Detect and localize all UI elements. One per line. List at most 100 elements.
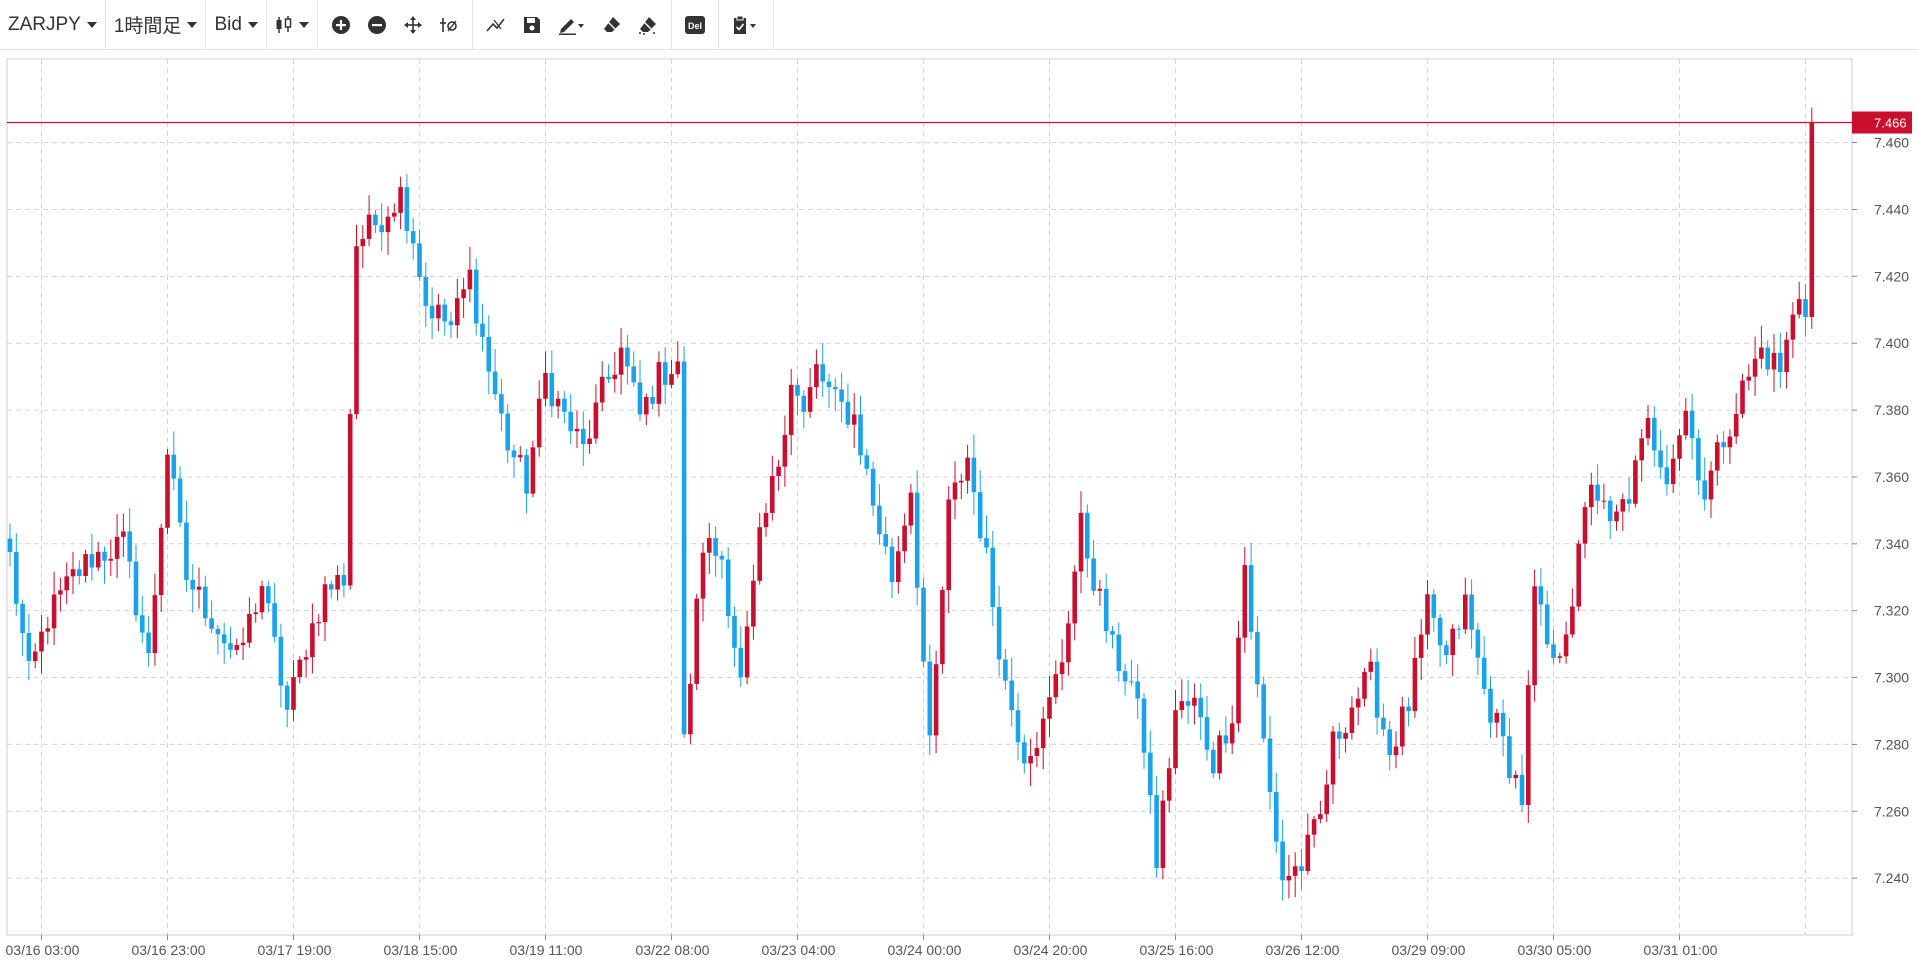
zoom-out-button[interactable] bbox=[362, 10, 392, 40]
candle bbox=[203, 575, 208, 627]
drawing-tools-group bbox=[473, 0, 672, 49]
candle bbox=[26, 613, 32, 681]
candle-body bbox=[423, 276, 429, 306]
candle-body bbox=[385, 216, 391, 233]
candle-body bbox=[581, 428, 586, 444]
candle-body bbox=[606, 376, 611, 380]
candle bbox=[1406, 697, 1411, 727]
candle-body bbox=[669, 374, 674, 385]
candle-body bbox=[757, 527, 762, 581]
x-tick-label: 03/19 11:00 bbox=[510, 942, 583, 958]
candle bbox=[461, 277, 466, 318]
chart-type-dropdown[interactable] bbox=[275, 15, 309, 35]
candle-body bbox=[190, 579, 195, 590]
eraser-all-button[interactable] bbox=[633, 10, 663, 40]
candle bbox=[562, 391, 567, 424]
candle-body bbox=[782, 434, 788, 467]
price-type-label: Bid bbox=[214, 13, 242, 35]
candle bbox=[1223, 716, 1229, 753]
candle bbox=[908, 483, 914, 535]
candle-body bbox=[914, 492, 920, 588]
candle-body bbox=[379, 225, 384, 233]
x-tick-label: 03/31 01:00 bbox=[1644, 942, 1718, 958]
candle bbox=[146, 615, 151, 667]
candle-body bbox=[177, 478, 183, 523]
pan-button[interactable] bbox=[398, 10, 428, 40]
candle-body bbox=[486, 336, 492, 372]
candle bbox=[1563, 621, 1569, 664]
candle bbox=[1620, 493, 1626, 531]
save-button[interactable] bbox=[517, 10, 547, 40]
candle bbox=[581, 411, 586, 466]
candle bbox=[1601, 483, 1607, 510]
candle-body bbox=[259, 586, 265, 613]
candle bbox=[858, 395, 863, 465]
candle bbox=[177, 466, 183, 527]
candle bbox=[297, 656, 303, 684]
candle-body bbox=[32, 651, 38, 661]
reset-axis-button[interactable] bbox=[434, 10, 464, 40]
candle bbox=[1053, 660, 1059, 704]
candle bbox=[1570, 588, 1575, 638]
candle-body bbox=[776, 466, 781, 477]
candle-body bbox=[253, 612, 258, 614]
candle-body bbox=[45, 628, 51, 632]
candle bbox=[776, 459, 781, 491]
candle-body bbox=[1463, 594, 1468, 630]
candle bbox=[782, 415, 788, 487]
draw-tool-dropdown[interactable] bbox=[553, 10, 591, 40]
candlestick-chart[interactable]: 7.466 7.460 7.440 7.420 7.400 7.380 7.360 7.34… bbox=[0, 50, 1917, 961]
candle-body bbox=[675, 361, 681, 375]
candle bbox=[1211, 741, 1216, 779]
trendline-button[interactable] bbox=[481, 10, 511, 40]
candle-body bbox=[870, 468, 876, 506]
zoom-in-button[interactable] bbox=[326, 10, 356, 40]
chevron-down-icon bbox=[86, 21, 97, 28]
delete-button[interactable]: Del bbox=[680, 10, 710, 40]
candle bbox=[1097, 580, 1103, 606]
candle-body bbox=[505, 413, 510, 451]
x-tick-label: 03/24 20:00 bbox=[1014, 942, 1088, 958]
candle bbox=[1337, 722, 1342, 760]
candle bbox=[511, 444, 517, 478]
candle-body bbox=[184, 522, 189, 580]
candle-body bbox=[1765, 347, 1770, 370]
price-type-dropdown[interactable]: Bid bbox=[214, 13, 258, 36]
candle-body bbox=[1255, 631, 1260, 685]
candle-body bbox=[1677, 435, 1682, 459]
candle bbox=[492, 349, 498, 400]
delete-label: Del bbox=[688, 21, 702, 31]
candle-body bbox=[1040, 718, 1046, 749]
candle bbox=[158, 523, 164, 612]
candle-body bbox=[1589, 484, 1594, 508]
candle bbox=[757, 512, 762, 585]
candle bbox=[32, 643, 38, 669]
candle bbox=[102, 546, 107, 584]
candle bbox=[990, 530, 996, 627]
candle bbox=[1664, 444, 1670, 496]
candle-body bbox=[562, 398, 567, 412]
candle-body bbox=[1185, 701, 1191, 706]
candle bbox=[744, 611, 750, 685]
candle-body bbox=[89, 554, 95, 568]
clipboard-dropdown[interactable] bbox=[727, 10, 765, 40]
candle bbox=[864, 448, 870, 476]
candle-body bbox=[209, 618, 214, 629]
x-tick-label: 03/26 12:00 bbox=[1266, 942, 1340, 958]
symbol-dropdown[interactable]: ZARJPY bbox=[8, 14, 97, 36]
candle bbox=[1374, 648, 1380, 735]
candle bbox=[1576, 539, 1581, 612]
candle-body bbox=[751, 580, 756, 627]
candle-body bbox=[719, 555, 725, 560]
candle-body bbox=[1374, 661, 1380, 718]
chart-area[interactable]: 7.466 7.460 7.440 7.420 7.400 7.380 7.360 7.34… bbox=[0, 50, 1917, 961]
candle bbox=[1513, 770, 1518, 789]
candle bbox=[1229, 705, 1235, 755]
eraser-button[interactable] bbox=[597, 10, 627, 40]
plot-area bbox=[6, 58, 1853, 936]
candle bbox=[713, 526, 718, 577]
timeframe-dropdown[interactable]: 1時間足 bbox=[114, 11, 198, 38]
zoom-in-icon bbox=[331, 15, 350, 34]
candle-body bbox=[1248, 565, 1254, 632]
candle bbox=[1418, 619, 1424, 681]
